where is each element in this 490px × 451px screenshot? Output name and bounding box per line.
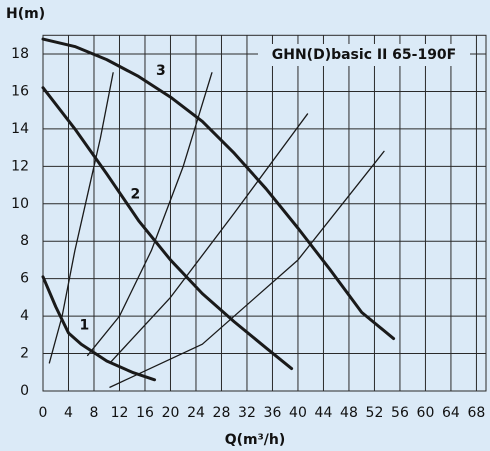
system-curve	[48, 72, 114, 364]
y-tick-label: 10	[11, 196, 29, 212]
x-tick-label: 20	[162, 405, 180, 421]
y-tick-label: 4	[20, 308, 29, 324]
y-tick-label: 0	[20, 383, 29, 399]
x-tick-label: 64	[442, 405, 460, 421]
pump-curve	[41, 86, 294, 371]
y-tick-label: 18	[11, 46, 29, 62]
x-tick-label: 56	[391, 405, 409, 421]
x-tick-label: 24	[187, 405, 205, 421]
x-tick-label: 48	[340, 405, 358, 421]
x-tick-label: 40	[289, 405, 307, 421]
y-tick-label: 6	[20, 271, 29, 287]
chart-title: GHN(D)basic II 65-190F	[272, 47, 457, 63]
series-label: 2	[131, 186, 141, 202]
x-tick-label: 36	[264, 405, 282, 421]
system-curve	[86, 72, 213, 357]
y-tick-label: 14	[11, 121, 29, 137]
title-background	[258, 44, 470, 66]
y-tick-label: 16	[11, 83, 29, 99]
x-tick-label: 16	[136, 405, 154, 421]
system-curve	[109, 113, 309, 364]
system-curve	[109, 150, 385, 388]
x-tick-label: 28	[213, 405, 231, 421]
x-axis-label: Q(m³/h)	[225, 432, 286, 448]
pump-curve	[41, 37, 396, 341]
y-tick-label: 8	[20, 233, 29, 249]
plot-frame	[42, 34, 487, 392]
x-tick-label: 12	[111, 405, 129, 421]
x-tick-label: 32	[238, 405, 256, 421]
y-tick-label: 12	[11, 158, 29, 174]
x-tick-label: 60	[417, 405, 435, 421]
x-tick-label: 8	[90, 405, 99, 421]
x-tick-label: 68	[468, 405, 486, 421]
x-tick-label: 0	[39, 405, 48, 421]
y-axis-label: H(m)	[6, 6, 45, 22]
series-label: 3	[156, 63, 166, 79]
x-tick-label: 4	[64, 405, 73, 421]
x-tick-label: 52	[366, 405, 384, 421]
pump-curve	[41, 275, 157, 382]
y-tick-label: 2	[20, 346, 29, 362]
x-tick-label: 44	[315, 405, 333, 421]
series-label: 1	[80, 317, 90, 333]
